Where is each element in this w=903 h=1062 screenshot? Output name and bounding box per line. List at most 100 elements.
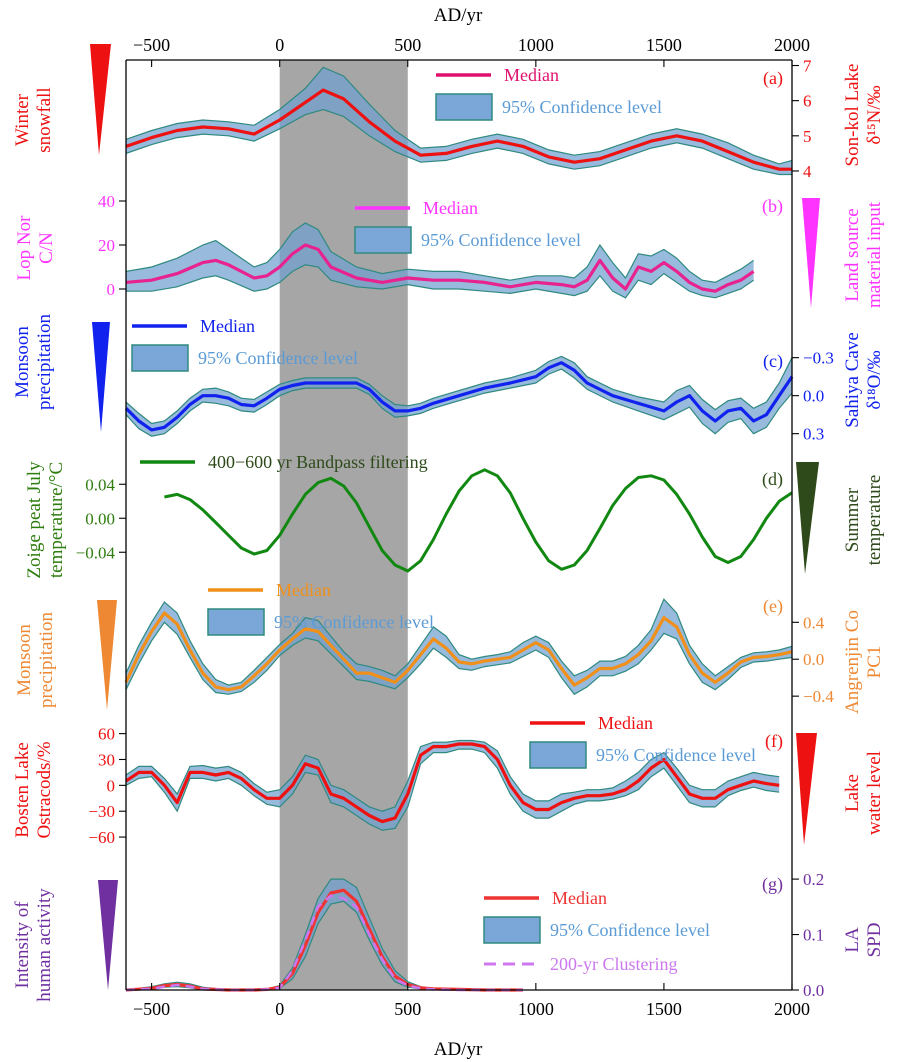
y-tick-label-b: 40 <box>98 192 115 211</box>
legend-swatch-band-f <box>529 741 587 769</box>
right-label-line: Angrenjin Co <box>842 610 863 714</box>
y-tick-label-c: 0.3 <box>803 425 824 444</box>
right-label-line: Summer <box>842 487 863 552</box>
panels-layer: 4 5 6 7 (a) Wintersnowfall Son-kol Lakeδ¹⁵N/‰ M… <box>12 44 885 1002</box>
y-tick-label-g: 0.2 <box>803 870 824 889</box>
panel-label-a: (a) <box>763 68 783 89</box>
panel-f: −60 −30 0 30 60 (f) Bosten LakeOstracods/% Lake… <box>12 713 885 847</box>
right-label-f: Lakewater level <box>842 751 885 835</box>
legend-swatch-band-a <box>435 93 493 121</box>
right-label-line: δ¹⁵N/‰ <box>864 85 885 144</box>
y-tick-label-a: 6 <box>803 92 812 111</box>
y-tick-label-f: −60 <box>88 828 115 847</box>
trend-triangle-d <box>796 462 819 574</box>
legend-label-g: 95% Confidence level <box>550 920 710 940</box>
y-tick-label-a: 4 <box>803 162 812 181</box>
right-label-line: SPD <box>864 923 885 958</box>
median-line-e <box>124 611 793 692</box>
right-label-line: Sahiya Cave <box>842 332 863 428</box>
x-tick-label-bottom: 2000 <box>774 999 810 1019</box>
band-upper-edge-e <box>125 598 793 686</box>
band-lower-edge-b <box>126 264 754 299</box>
y-tick-label-a: 5 <box>803 127 812 146</box>
y-tick-label-f: 0 <box>107 776 116 795</box>
band-lower-edge-a <box>125 108 792 176</box>
right-label-g: LASPD <box>842 923 885 958</box>
panel-b: 0 20 40 (b) Lop NorC/N Land sourcematerial in… <box>14 192 885 308</box>
panel-label-g: (g) <box>762 874 783 895</box>
legend-label-e: Median <box>276 580 331 600</box>
legend-label-b: 95% Confidence level <box>421 230 581 250</box>
trend-triangle-g <box>98 880 118 990</box>
panel-d: −0.040.000.04 (d)Zoige peat Julytemperatu… <box>24 452 885 579</box>
x-tick-label-top: −500 <box>133 35 170 55</box>
left-label-line: Intensity of <box>12 901 33 989</box>
left-label-line: Lop Nor <box>14 215 35 281</box>
band-upper-edge-a <box>125 66 793 165</box>
x-tick-label-top: 0 <box>275 35 284 55</box>
left-label-g: Intensity ofhuman activity <box>12 888 55 1002</box>
legend-label-a: Median <box>504 65 559 85</box>
median-line-c <box>124 361 794 432</box>
right-label-line: water level <box>864 751 885 835</box>
y-tick-label-a: 7 <box>803 57 812 76</box>
x-tick-label-top: 500 <box>394 35 421 55</box>
panel-label-f: (f) <box>765 731 783 752</box>
legend-label-f: Median <box>598 713 653 733</box>
right-label-line: PC1 <box>864 646 885 679</box>
left-label-line: human activity <box>34 888 55 1002</box>
left-label-line: Monsoon <box>12 326 33 398</box>
legend-label-c: 95% Confidence level <box>198 348 358 368</box>
y-tick-label-f: 30 <box>98 750 115 769</box>
panel-g: 0.0 0.1 0.2 (g) Intensity ofhuman activity LA… <box>12 870 885 1002</box>
panel-label-b: (b) <box>762 196 783 217</box>
left-label-line: Ostracods/% <box>34 741 55 838</box>
trend-triangle-a <box>90 44 111 155</box>
y-tick-label-c: 0.0 <box>803 387 824 406</box>
right-label-line: Lake <box>842 774 863 812</box>
band-upper-edge-b <box>125 222 754 284</box>
trend-triangle-b <box>802 198 820 308</box>
band-lower-edge-e <box>125 621 793 696</box>
clustering-line-g <box>125 894 523 992</box>
right-label-e: Angrenjin CoPC1 <box>842 610 885 714</box>
legend-swatch-band-c <box>131 344 189 372</box>
band-lower-edge-c <box>125 368 793 437</box>
y-tick-label-b: 20 <box>98 236 115 255</box>
x-tick-label-top: 1500 <box>646 35 682 55</box>
left-label-line: precipitation <box>34 313 55 410</box>
right-label-line: temperature <box>864 475 885 566</box>
left-label-b: Lop NorC/N <box>14 215 57 281</box>
band-lower-edge-f <box>125 748 780 831</box>
panel-label-c: (c) <box>763 351 783 372</box>
y-tick-label-e: −0.4 <box>803 687 834 706</box>
legend-label-f: 95% Confidence level <box>596 745 756 765</box>
legend-label-e: 95% Confidence level <box>274 612 434 632</box>
x-tick-label-bottom: 0 <box>275 999 284 1019</box>
median-line-f <box>125 742 780 824</box>
x-axis-label-top: AD/yr <box>434 5 483 26</box>
right-label-line: Son-kol Lake <box>842 64 863 167</box>
legend-swatch-band-g <box>483 916 541 944</box>
x-tick-label-bottom: 1000 <box>518 999 554 1019</box>
legend-swatch-band-b <box>354 226 412 254</box>
right-label-d: Summertemperature <box>842 475 885 566</box>
right-label-b: Land sourcematerial input <box>842 201 885 308</box>
y-tick-label-d: 0.04 <box>85 475 115 494</box>
right-label-line: Land source <box>842 208 863 301</box>
highlight-band <box>279 60 408 990</box>
confidence-band-a <box>126 67 792 175</box>
highlight-band-layer <box>279 60 408 990</box>
left-label-line: Monsoon <box>14 624 35 696</box>
left-label-line: Bosten Lake <box>12 742 33 838</box>
left-label-e: Monsoonprecipitation <box>14 611 57 708</box>
panel-label-e: (e) <box>763 596 783 617</box>
band-upper-edge-c <box>125 355 793 425</box>
panel-label-d: (d) <box>762 469 783 490</box>
left-label-line: C/N <box>36 232 57 264</box>
x-tick-label-top: 2000 <box>774 35 810 55</box>
band-upper-edge-f <box>125 739 780 812</box>
legend-label-a: 95% Confidence level <box>502 97 662 117</box>
